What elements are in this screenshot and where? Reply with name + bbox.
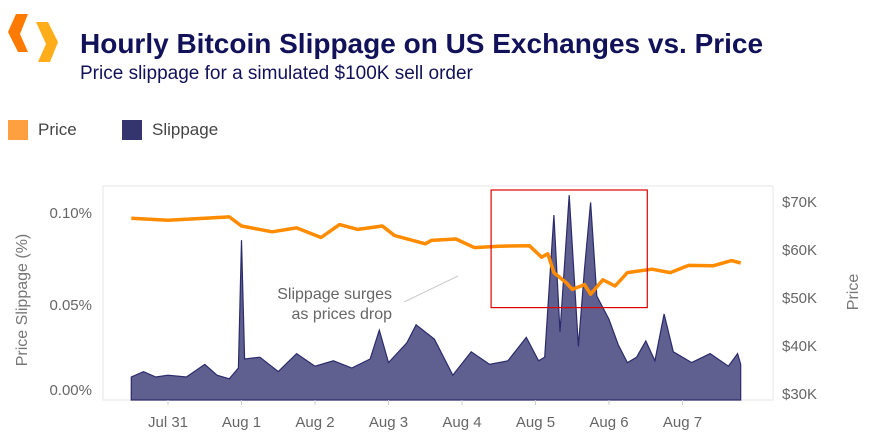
- highlight-box: [490, 189, 648, 309]
- legend-label-slippage: Slippage: [152, 120, 219, 139]
- annotation-text: as prices drop: [292, 306, 393, 323]
- y-right-axis-title: Price: [845, 274, 862, 311]
- x-tick-label: Aug 4: [442, 414, 481, 431]
- annotation-text: Slippage surges: [277, 286, 392, 303]
- x-tick-label: Jul 31: [148, 414, 188, 431]
- slippage-area: [130, 195, 742, 401]
- y-right-tick-label: $30K: [782, 386, 817, 403]
- y-left-tick-label: 0.10%: [49, 205, 92, 222]
- x-tick-label: Aug 5: [516, 414, 555, 431]
- y-left-axis-title: Price Slippage (%): [14, 234, 31, 367]
- x-tick-label: Aug 7: [663, 414, 702, 431]
- legend-swatch-slippage: [122, 120, 142, 140]
- x-tick-label: Aug 1: [222, 414, 261, 431]
- chart-subtitle: Price slippage for a simulated $100K sel…: [80, 63, 473, 84]
- y-right-tick-label: $50K: [782, 290, 817, 307]
- x-tick-label: Aug 2: [295, 414, 334, 431]
- logo-icon: [8, 14, 58, 62]
- y-right-tick-label: $70K: [782, 194, 817, 211]
- legend-item-price[interactable]: Price: [8, 120, 77, 140]
- y-left-tick-label: 0.05%: [49, 297, 92, 314]
- legend-label-price: Price: [38, 120, 77, 139]
- x-tick-label: Aug 6: [589, 414, 628, 431]
- y-left-tick-label: 0.00%: [49, 382, 92, 399]
- chart-title: Hourly Bitcoin Slippage on US Exchanges …: [80, 28, 764, 59]
- price-line: [131, 215, 742, 296]
- annotation-connector: [403, 275, 459, 303]
- x-tick-label: Aug 3: [369, 414, 408, 431]
- legend-swatch-price: [8, 120, 28, 140]
- y-right-tick-label: $60K: [782, 242, 817, 259]
- legend-item-slippage[interactable]: Slippage: [122, 120, 218, 140]
- y-right-tick-label: $40K: [782, 338, 817, 355]
